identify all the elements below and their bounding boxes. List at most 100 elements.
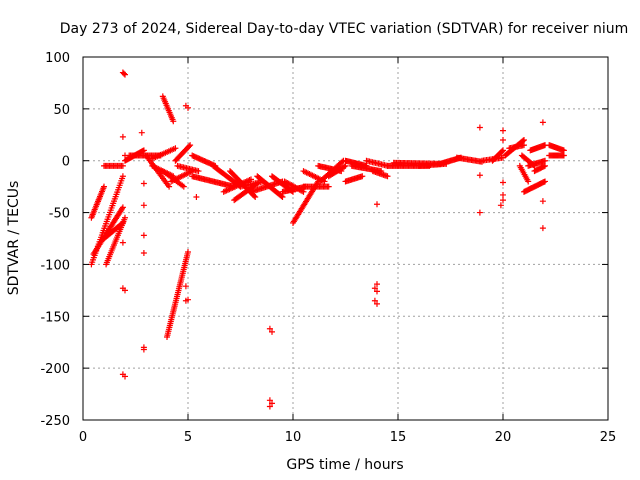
data-point <box>500 197 506 204</box>
data-point <box>187 142 194 149</box>
data-point <box>170 118 177 125</box>
y-tick-label: -200 <box>40 362 70 377</box>
data-point <box>278 193 285 200</box>
data-point <box>476 209 483 216</box>
data-point <box>120 70 127 77</box>
y-tick-label: -50 <box>49 207 70 222</box>
data-point <box>374 300 380 307</box>
data-point <box>119 173 126 180</box>
data-point <box>122 287 128 294</box>
data-point <box>542 178 548 185</box>
data-point <box>371 297 378 304</box>
data-point <box>371 285 378 292</box>
data-point <box>560 152 567 159</box>
data-point <box>374 201 380 208</box>
plot-frame <box>82 56 609 421</box>
y-tick-labels: -250 -200 -150 -100 -50 0 50 100 <box>40 51 70 429</box>
data-point <box>560 147 567 154</box>
data-point <box>193 194 200 201</box>
x-tick-labels: 0 5 10 15 20 25 <box>79 430 616 445</box>
data-point <box>266 397 273 404</box>
data-point <box>341 163 348 170</box>
data-point <box>182 297 189 304</box>
data-point <box>252 194 259 201</box>
data-point <box>525 178 532 185</box>
data-point <box>122 71 128 78</box>
data-point <box>499 148 506 155</box>
data-point <box>500 179 506 186</box>
data-point <box>500 127 506 134</box>
data-point <box>119 239 126 246</box>
data-point <box>539 225 546 232</box>
data-point <box>539 119 546 126</box>
y-axis-label: SDTVAR / TECUs <box>6 181 22 296</box>
y-tick-label: -250 <box>40 414 70 429</box>
data-point <box>539 198 546 205</box>
data-point <box>279 194 286 201</box>
data-point <box>180 183 187 190</box>
data-point <box>342 162 349 169</box>
data-point <box>339 158 346 165</box>
data-point <box>140 180 147 187</box>
data-point <box>542 157 548 164</box>
chart-title: Day 273 of 2024, Sidereal Day-to-day VTE… <box>60 21 629 37</box>
y-tick-label: 50 <box>53 103 70 118</box>
x-axis-label: GPS time / hours <box>286 457 403 473</box>
y-tick-label: 100 <box>45 51 70 66</box>
data-point <box>140 250 147 257</box>
data-point <box>140 202 147 209</box>
data-point <box>140 346 147 353</box>
data-point <box>374 288 380 295</box>
data-point <box>122 373 128 380</box>
data-point <box>476 124 483 131</box>
x-tick-label: 10 <box>285 430 302 445</box>
y-tick-label: -150 <box>40 310 70 325</box>
data-point <box>119 162 126 169</box>
data-point <box>185 248 191 255</box>
data-point <box>384 173 391 180</box>
data-point <box>119 204 126 211</box>
data-point <box>266 403 273 410</box>
data-point <box>325 183 332 190</box>
x-tick-label: 25 <box>600 430 617 445</box>
data-points <box>88 69 567 410</box>
data-point <box>101 183 107 190</box>
data-point <box>119 219 126 226</box>
data-point <box>300 188 307 195</box>
x-tick-label: 20 <box>495 430 512 445</box>
data-point <box>500 191 506 198</box>
data-point <box>172 145 179 152</box>
data-point <box>122 152 128 159</box>
y-tick-label: -100 <box>40 258 70 273</box>
data-point <box>476 172 483 179</box>
data-point <box>521 136 527 143</box>
data-point <box>269 328 275 335</box>
data-point <box>248 176 254 183</box>
data-point <box>542 162 548 169</box>
grid-lines <box>83 57 608 420</box>
data-point <box>269 400 275 407</box>
x-tick-label: 0 <box>79 430 87 445</box>
data-point <box>138 129 145 136</box>
x-tick-label: 5 <box>184 430 192 445</box>
data-point <box>118 220 125 227</box>
data-point <box>166 183 173 190</box>
data-point <box>500 147 506 154</box>
data-point <box>266 325 273 332</box>
axis-ticks <box>82 56 609 421</box>
data-point <box>521 142 527 149</box>
data-point <box>122 214 128 221</box>
data-point <box>299 188 306 195</box>
data-point <box>186 143 193 150</box>
data-point <box>119 205 126 212</box>
data-point <box>140 232 147 239</box>
data-point <box>182 283 189 290</box>
data-point <box>359 173 366 180</box>
data-point <box>140 147 147 154</box>
data-point <box>500 136 506 143</box>
data-point <box>195 168 202 175</box>
data-point <box>119 133 126 140</box>
data-point <box>374 281 380 288</box>
